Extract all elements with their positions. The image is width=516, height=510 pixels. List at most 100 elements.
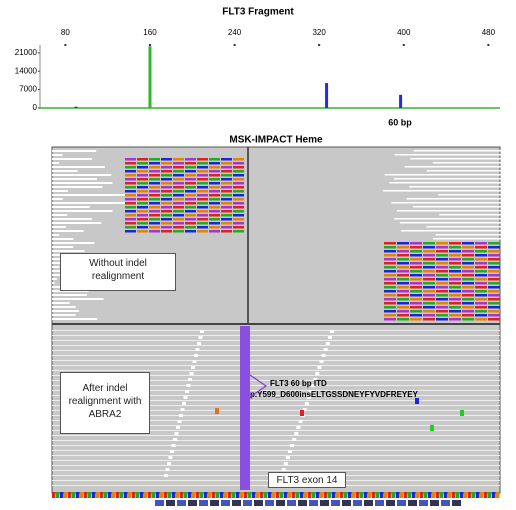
- reference-base: [448, 492, 452, 498]
- mismatch: [397, 290, 409, 293]
- mismatch: [137, 186, 148, 189]
- reference-base: [464, 492, 468, 498]
- mismatch: [449, 278, 461, 281]
- row-line: [52, 395, 500, 396]
- read-gap: [52, 158, 92, 160]
- mismatch: [397, 262, 409, 265]
- mismatch: [221, 174, 232, 177]
- read-gap: [52, 226, 66, 228]
- softclip: [170, 450, 174, 453]
- mismatch: [221, 178, 232, 181]
- mismatch: [475, 314, 487, 317]
- read-gap: [52, 230, 84, 232]
- mismatch: [449, 294, 461, 297]
- x-tick-label: 160: [143, 28, 157, 37]
- mismatch: [449, 254, 461, 257]
- softclip: [302, 408, 307, 411]
- mismatch: [197, 198, 208, 201]
- reference-base: [356, 492, 360, 498]
- reference-base: [484, 492, 488, 498]
- mismatch: [233, 162, 244, 165]
- mismatch: [233, 230, 244, 233]
- mismatch: [137, 162, 148, 165]
- softclip: [290, 444, 295, 447]
- mismatch: [221, 214, 232, 217]
- mismatch: [384, 266, 396, 269]
- read-gap: [52, 206, 90, 208]
- mismatch: [423, 278, 435, 281]
- softclip: [177, 420, 182, 423]
- mismatch: [197, 194, 208, 197]
- read-gap: [52, 198, 63, 200]
- mismatch: [149, 198, 160, 201]
- amino-acid: [243, 500, 252, 506]
- mismatch: [125, 206, 136, 209]
- mismatch: [475, 254, 487, 257]
- mismatch: [436, 246, 448, 249]
- row-line: [52, 435, 500, 436]
- reference-base: [432, 492, 436, 498]
- mismatch: [462, 314, 474, 317]
- row-line: [52, 450, 500, 451]
- mismatch: [423, 310, 435, 313]
- reference-base: [308, 492, 312, 498]
- mismatch: [475, 282, 487, 285]
- mismatch: [149, 206, 160, 209]
- mismatch: [449, 298, 461, 301]
- reference-base: [96, 492, 100, 498]
- mismatch: [436, 254, 448, 257]
- amino-acid: [441, 500, 450, 506]
- mismatch: [462, 266, 474, 269]
- reference-base: [236, 492, 240, 498]
- mismatch: [397, 266, 409, 269]
- mismatch: [233, 170, 244, 173]
- amino-acid: [364, 500, 373, 506]
- mismatch: [137, 182, 148, 185]
- mismatch: [384, 298, 396, 301]
- itd-protein: p.Y599_D600insELTGSSDNEYFYVDFREYEY: [250, 390, 419, 399]
- reference-base: [100, 492, 104, 498]
- mismatch: [397, 246, 409, 249]
- mismatch: [233, 158, 244, 161]
- mismatch: [137, 174, 148, 177]
- read-gap: [383, 190, 504, 192]
- softclip: [327, 336, 332, 339]
- reference-base: [280, 492, 284, 498]
- mismatch: [161, 210, 172, 213]
- softclip: [171, 444, 176, 447]
- x-tick-label: 480: [482, 28, 496, 37]
- mismatch: [221, 218, 232, 221]
- mismatch: [209, 230, 220, 233]
- mismatch: [397, 282, 409, 285]
- mismatch: [410, 282, 422, 285]
- mismatch: [475, 294, 487, 297]
- mismatch: [221, 170, 232, 173]
- mismatch: [185, 202, 196, 205]
- read-gap: [52, 282, 55, 284]
- reference-base: [80, 492, 84, 498]
- mismatch: [384, 318, 396, 321]
- softclip: [183, 396, 188, 399]
- mismatch: [161, 170, 172, 173]
- reference-base: [152, 492, 156, 498]
- read-gap: [52, 170, 78, 172]
- mismatch: [221, 158, 232, 161]
- mismatch: [173, 210, 184, 213]
- reference-base: [300, 492, 304, 498]
- mismatch: [488, 302, 500, 305]
- mismatch: [384, 270, 396, 273]
- mismatch: [475, 286, 487, 289]
- reference-base: [340, 492, 344, 498]
- mismatch: [185, 210, 196, 213]
- mismatch: [173, 190, 184, 193]
- mismatch: [197, 182, 208, 185]
- mismatch: [221, 186, 232, 189]
- amino-acid: [419, 500, 428, 506]
- alignment-title: MSK-IMPACT Heme: [229, 135, 323, 146]
- mismatch: [397, 302, 409, 305]
- mismatch: [173, 218, 184, 221]
- mismatch: [475, 306, 487, 309]
- softclip: [323, 348, 328, 351]
- mismatch: [475, 274, 487, 277]
